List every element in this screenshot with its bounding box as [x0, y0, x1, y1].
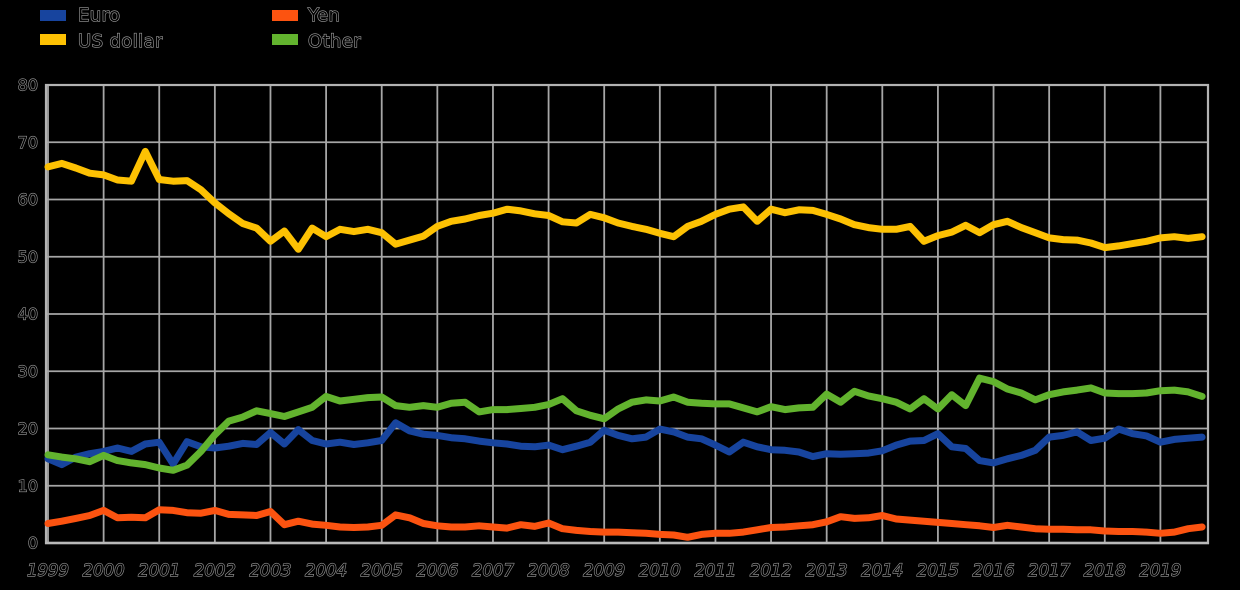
y-axis-tick-label: 60 — [18, 190, 38, 209]
grid-layer — [44, 83, 1210, 545]
x-axis-tick-label: 2017 — [1028, 561, 1070, 580]
legend-label-yen: Yen — [307, 5, 340, 26]
x-axis-tick-label: 2016 — [973, 561, 1015, 580]
series-layer — [44, 147, 1206, 541]
series-line-yen — [44, 506, 1206, 541]
y-axis-tick-label: 50 — [18, 247, 38, 266]
legend: Euro US dollar Yen Other — [40, 4, 362, 53]
y-axis-tick-label: 10 — [18, 476, 38, 495]
legend-swatch-us-dollar — [40, 34, 66, 45]
x-axis-tick-label: 2007 — [472, 561, 514, 580]
series-line-euro — [44, 419, 1206, 469]
y-axis-tick-label: 30 — [18, 362, 38, 381]
x-axis-tick-label: 2006 — [416, 561, 458, 580]
y-axis-tick-label: 20 — [18, 419, 38, 438]
series-line-us-dollar — [44, 147, 1206, 253]
x-axis-tick-label: 1999 — [27, 561, 69, 580]
legend-label-euro: Euro — [78, 5, 120, 26]
y-axis-tick-label: 0 — [28, 534, 38, 553]
y-axis-tick-label: 80 — [18, 76, 38, 95]
y-axis-tick-label: 40 — [18, 305, 38, 324]
x-axis-tick-label: 2001 — [138, 561, 180, 580]
series-line-other — [44, 374, 1206, 474]
x-axis-tick-label: 2004 — [305, 561, 347, 580]
x-axis-tick-label: 2009 — [583, 561, 625, 580]
x-axis-tick-label: 2012 — [750, 561, 792, 580]
x-axis-tick-label: 2018 — [1084, 561, 1126, 580]
x-axis-tick-label: 2015 — [917, 561, 959, 580]
legend-swatch-yen — [272, 10, 298, 21]
legend-label-other: Other — [308, 31, 361, 52]
x-axis-tick-label: 2010 — [639, 561, 681, 580]
legend-swatch-euro — [40, 10, 66, 21]
tick-label-layer: 1999 2000 2001 2002 2003 2004 2005 2006 2007 2008… — [17, 75, 1182, 581]
x-axis-tick-label: 2011 — [694, 561, 736, 580]
x-axis-tick-label: 2002 — [194, 561, 236, 580]
legend-swatch-other — [272, 34, 298, 45]
legend-label-us-dollar: US dollar — [78, 31, 163, 52]
x-axis-tick-label: 2008 — [528, 561, 570, 580]
x-axis-tick-label: 2000 — [83, 561, 125, 580]
y-axis-tick-label: 70 — [18, 133, 38, 152]
x-axis-tick-label: 2003 — [249, 561, 291, 580]
x-axis-tick-label: 2005 — [361, 561, 403, 580]
x-axis-tick-label: 2019 — [1139, 561, 1181, 580]
x-axis-tick-label: 2014 — [861, 561, 903, 580]
x-axis-tick-label: 2013 — [806, 561, 848, 580]
